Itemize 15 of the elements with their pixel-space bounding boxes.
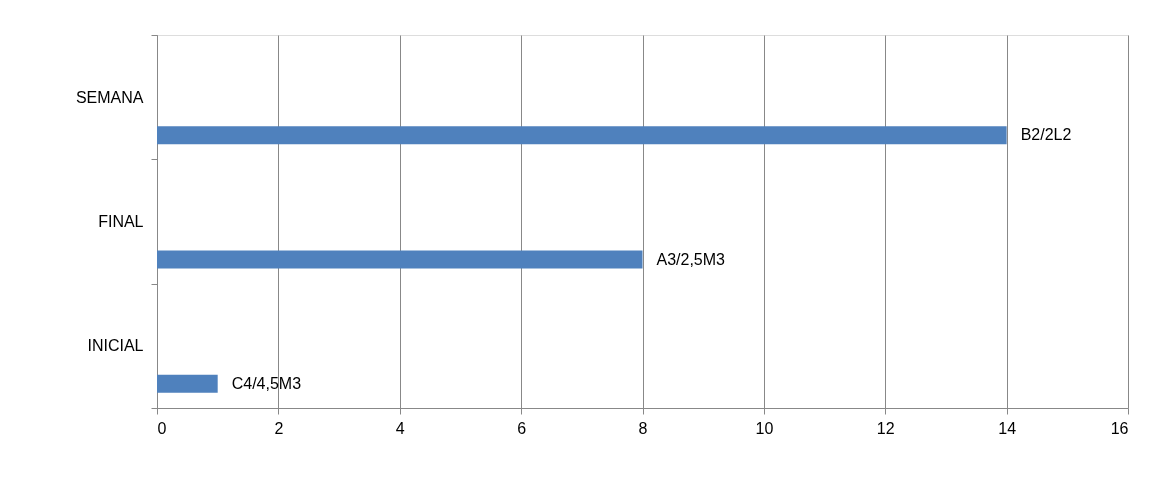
data-label: A3/2,5M3 [656, 250, 726, 268]
x-tick-label: 8 [638, 419, 648, 437]
data-label: B2/2L2 [1020, 126, 1072, 144]
x-tick-label: 14 [998, 419, 1017, 437]
x-tick-label: 12 [876, 419, 895, 437]
x-tick-label: 16 [1110, 419, 1129, 437]
x-tick-label: 0 [157, 419, 167, 437]
y-tick-label: INICIAL [87, 337, 144, 355]
x-tick-label: 4 [395, 419, 405, 437]
data-label: C4/4,5M3 [231, 374, 302, 392]
y-tick-label: FINAL [98, 213, 144, 230]
x-tick-label: 10 [755, 419, 774, 437]
y-tick-label: SEMANA [75, 88, 144, 106]
x-tick-label: 6 [517, 419, 527, 437]
x-tick-label: 2 [274, 419, 284, 437]
